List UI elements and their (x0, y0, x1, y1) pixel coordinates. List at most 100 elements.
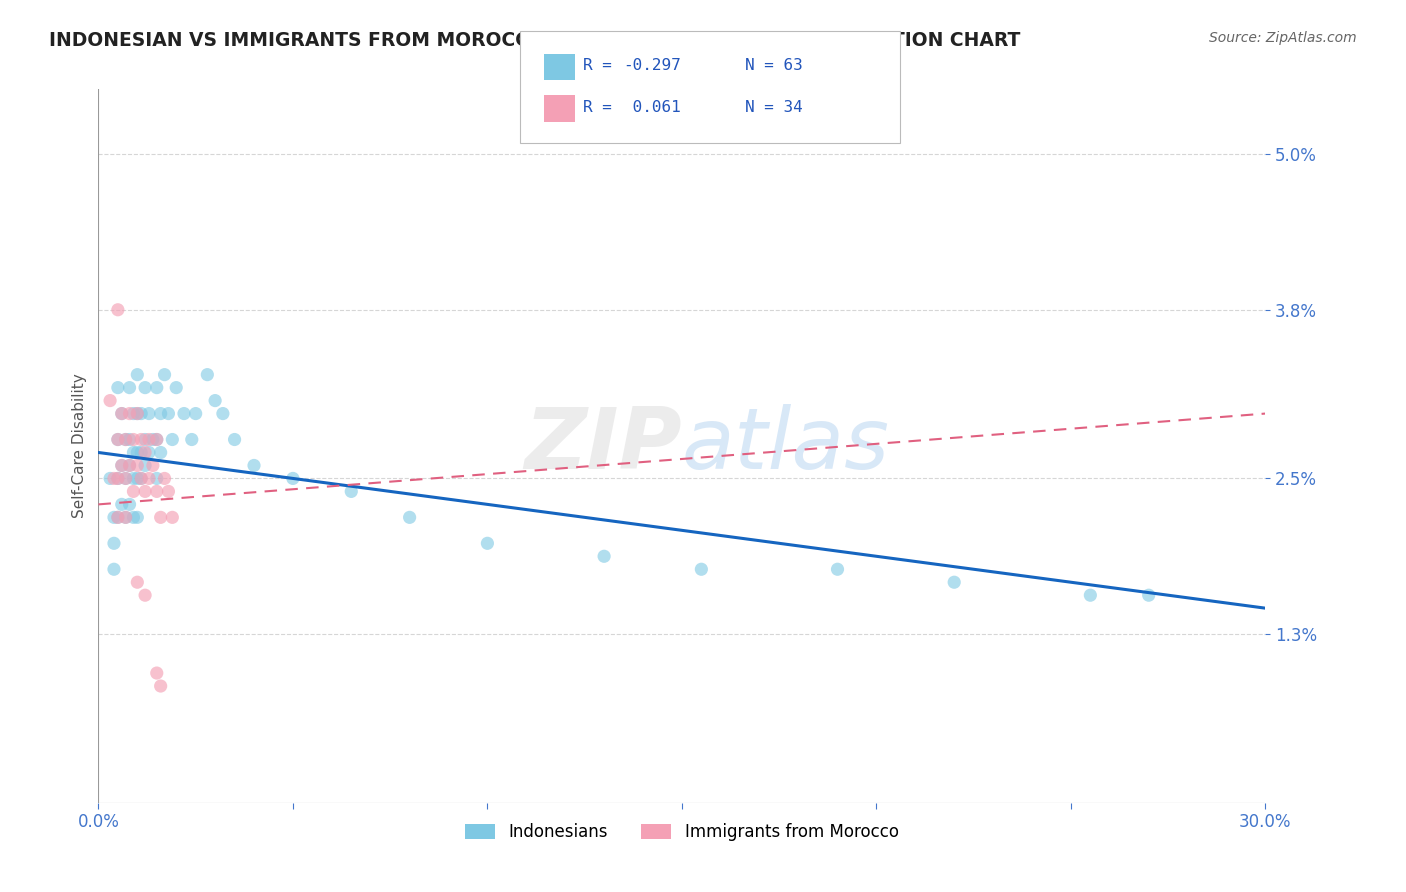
Point (149, 510, 172, 524)
Point (224, 433, 246, 447)
Point (142, 433, 165, 447)
Point (138, 471, 160, 485)
Point (127, 407, 149, 421)
Text: atlas: atlas (682, 404, 890, 488)
Point (157, 484, 180, 499)
Point (146, 381, 169, 395)
Point (107, 471, 129, 485)
Point (153, 368, 176, 382)
Point (149, 407, 172, 421)
Point (114, 433, 136, 447)
Point (943, 575, 966, 590)
Point (138, 407, 160, 421)
Point (146, 471, 169, 485)
Point (127, 575, 149, 590)
Point (118, 433, 141, 447)
Point (129, 433, 152, 447)
Point (118, 497, 141, 511)
Point (127, 407, 149, 421)
Point (149, 445, 172, 459)
Point (98, 471, 121, 485)
Point (127, 471, 149, 485)
Point (180, 433, 202, 447)
Point (142, 458, 165, 473)
Point (153, 471, 176, 485)
Text: INDONESIAN VS IMMIGRANTS FROM MOROCCO SELF-CARE DISABILITY CORRELATION CHART: INDONESIAN VS IMMIGRANTS FROM MOROCCO SE… (49, 31, 1021, 50)
Text: N = 34: N = 34 (745, 100, 803, 114)
Point (111, 407, 134, 421)
Point (103, 471, 125, 485)
Point (127, 368, 149, 382)
Point (122, 484, 145, 499)
Point (122, 433, 145, 447)
Point (398, 510, 420, 524)
Point (195, 368, 218, 382)
Point (134, 484, 156, 499)
Text: N = 63: N = 63 (745, 58, 803, 72)
Point (149, 679, 172, 693)
Point (204, 393, 226, 408)
Point (122, 471, 145, 485)
Point (122, 510, 145, 524)
Point (173, 407, 195, 421)
Point (107, 471, 129, 485)
Point (138, 433, 160, 447)
Point (107, 381, 129, 395)
Point (146, 484, 169, 499)
Point (340, 484, 363, 499)
Point (114, 471, 136, 485)
Point (129, 471, 152, 485)
Point (129, 445, 152, 459)
Point (118, 458, 141, 473)
Point (212, 407, 235, 421)
Point (134, 588, 156, 602)
Point (1137, 588, 1160, 602)
Text: 0.061: 0.061 (623, 100, 681, 114)
Point (114, 471, 136, 485)
Point (138, 445, 160, 459)
Point (157, 407, 180, 421)
Point (690, 562, 713, 576)
Point (107, 433, 129, 447)
Legend: Indonesians, Immigrants from Morocco: Indonesians, Immigrants from Morocco (458, 817, 905, 848)
Point (107, 510, 129, 524)
Point (111, 458, 134, 473)
Text: ZIP: ZIP (524, 404, 682, 488)
Point (114, 510, 136, 524)
Point (118, 381, 141, 395)
Point (146, 433, 169, 447)
Point (111, 497, 134, 511)
Point (162, 510, 184, 524)
Point (146, 433, 169, 447)
Text: R =: R = (583, 100, 631, 114)
Point (477, 536, 499, 550)
Point (111, 407, 134, 421)
Y-axis label: Self-Care Disability: Self-Care Disability (72, 374, 87, 518)
Point (118, 458, 141, 473)
Point (107, 302, 129, 317)
Text: -0.297: -0.297 (623, 58, 681, 72)
Point (107, 433, 129, 447)
Point (122, 445, 145, 459)
Text: R =: R = (583, 58, 621, 72)
Point (111, 458, 134, 473)
Point (281, 471, 304, 485)
Point (134, 381, 156, 395)
Point (165, 381, 187, 395)
Point (98, 393, 121, 408)
Point (114, 433, 136, 447)
Point (103, 562, 125, 576)
Point (107, 510, 129, 524)
Point (127, 458, 149, 473)
Point (184, 407, 207, 421)
Point (134, 433, 156, 447)
Point (118, 407, 141, 421)
Point (129, 471, 152, 485)
Point (146, 666, 169, 681)
Point (593, 549, 616, 564)
Point (122, 407, 145, 421)
Point (127, 445, 149, 459)
Point (114, 510, 136, 524)
Text: Source: ZipAtlas.com: Source: ZipAtlas.com (1209, 31, 1357, 45)
Point (162, 433, 184, 447)
